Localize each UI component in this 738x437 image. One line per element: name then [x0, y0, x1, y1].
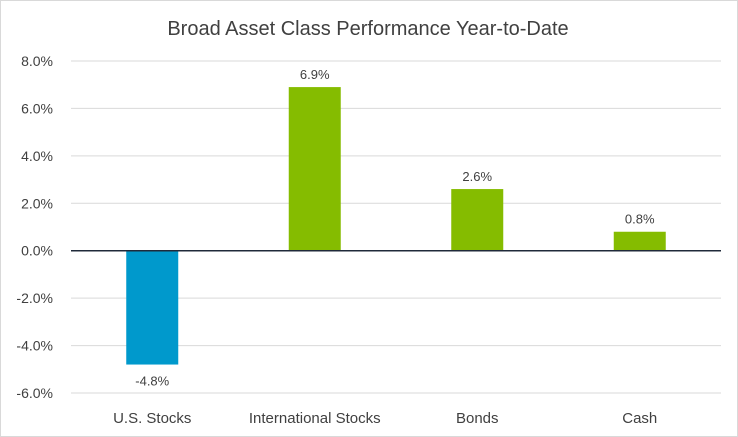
y-tick-label: 6.0% [21, 100, 53, 116]
data-label: -4.8% [135, 374, 169, 389]
category-label: Bonds [456, 410, 499, 427]
data-label: 2.6% [462, 169, 492, 184]
bar-bonds [451, 189, 504, 251]
y-tick-label: 4.0% [21, 148, 53, 164]
y-tick-label: 0.0% [21, 243, 53, 259]
bar-cash [613, 231, 666, 251]
bar-u-s-stocks [126, 250, 179, 365]
y-tick-label: -2.0% [16, 290, 53, 306]
bar-international-stocks [288, 87, 341, 251]
data-label: 0.8% [625, 212, 655, 227]
y-tick-label: 2.0% [21, 195, 53, 211]
category-label: International Stocks [249, 410, 381, 427]
y-tick-label: 8.0% [21, 53, 53, 69]
y-tick-label: -4.0% [16, 338, 53, 354]
data-label: 6.9% [300, 67, 330, 82]
category-label: U.S. Stocks [113, 410, 191, 427]
category-label: Cash [622, 410, 657, 427]
y-tick-label: -6.0% [16, 385, 53, 401]
chart-title: Broad Asset Class Performance Year-to-Da… [167, 18, 568, 40]
